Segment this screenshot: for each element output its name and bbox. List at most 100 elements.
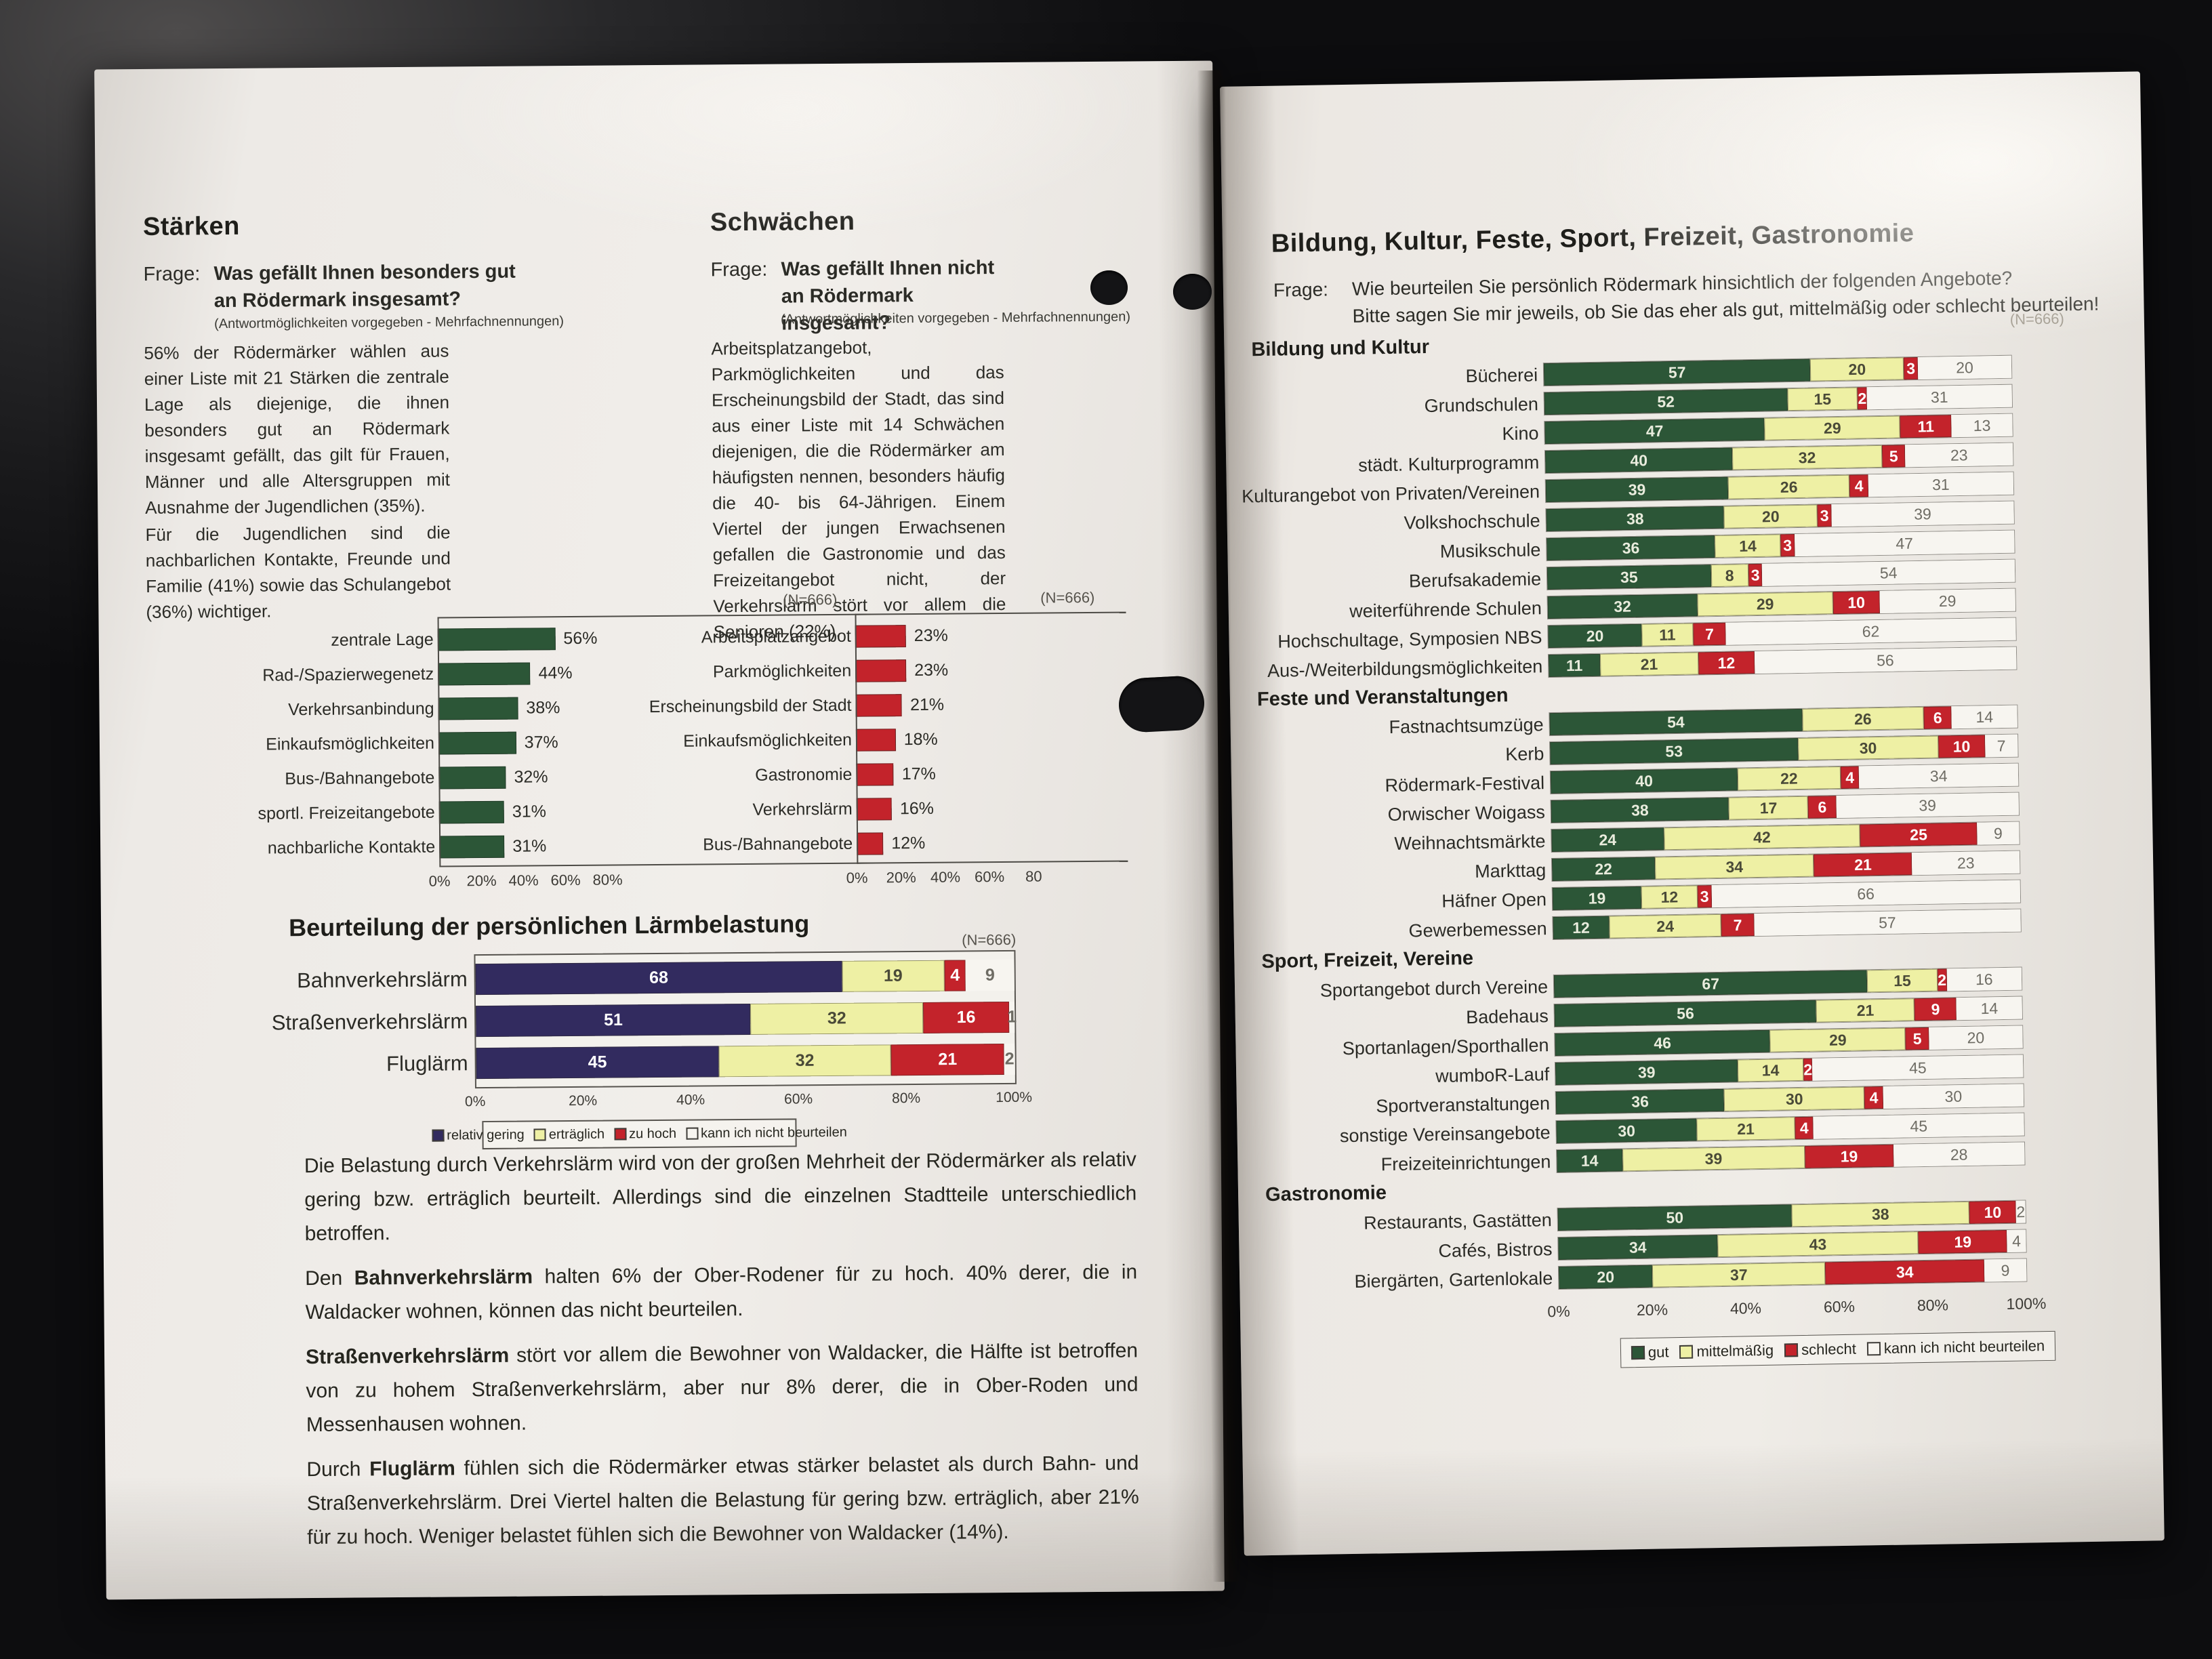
segment-value: 15 <box>1893 971 1912 989</box>
bar-segment: 3 <box>1697 885 1712 908</box>
bar-segment: 37 <box>1652 1262 1826 1288</box>
bar-segment: 23 <box>1905 443 2013 468</box>
segment-value: 15 <box>1814 390 1832 408</box>
bar-segment: 30 <box>1883 1084 2024 1109</box>
segment-value: 2 <box>1858 389 1867 407</box>
segment-value: 23 <box>1950 445 1968 464</box>
bar-segment: 12 <box>1553 916 1610 940</box>
bar-segment: 51 <box>476 1003 751 1038</box>
bar-label: weiterführende Schulen <box>1349 598 1542 621</box>
segment-value: 14 <box>1980 999 1999 1017</box>
segment-value: 38 <box>1626 509 1644 528</box>
bar-label: Aus-/Weiterbildungsmöglichkeiten <box>1267 656 1543 681</box>
segment-value: 2 <box>2016 1202 2026 1221</box>
bar-segment: 11 <box>1641 623 1694 647</box>
bar-segment: 35 <box>1547 565 1711 590</box>
segment-value: 39 <box>1704 1149 1723 1168</box>
bar-segment: 39 <box>1555 1059 1738 1085</box>
segment-value: 5 <box>1912 1029 1922 1048</box>
bar-label: Sportangebot durch Vereine <box>1319 977 1549 1001</box>
segment-value: 36 <box>1631 1092 1650 1111</box>
bar-segment: 4 <box>1849 474 1869 497</box>
bar-segment: 3 <box>1748 563 1763 587</box>
segment-value: 2 <box>1938 970 1947 989</box>
bar-segment: 3 <box>1904 356 1919 380</box>
legend-label: kann ich nicht beurteilen <box>1883 1337 2045 1357</box>
text-segment: Den <box>305 1267 354 1290</box>
segment-value: 6 <box>1933 708 1942 726</box>
segment-value: 39 <box>1913 504 1932 523</box>
segment-value: 51 <box>603 1010 623 1030</box>
segment-value: 22 <box>1780 769 1798 787</box>
segment-value: 12 <box>1660 887 1679 906</box>
segment-value: 39 <box>1628 480 1646 499</box>
axis-tick-label: 80% <box>1917 1296 1949 1315</box>
segment-value: 5 <box>1889 447 1898 465</box>
segment-value: 14 <box>1739 536 1757 555</box>
legend-swatch <box>1679 1345 1694 1359</box>
hole-punch <box>1090 270 1128 305</box>
paragraph: Straßenverkehrslärm stört vor allem die … <box>306 1334 1139 1442</box>
axis-tick-label: 100% <box>2006 1294 2047 1313</box>
segment-value: 20 <box>1955 358 1974 377</box>
bar-segment: 10 <box>1938 735 1986 758</box>
bar-segment: 29 <box>1764 415 1901 441</box>
bar-segment: 4 <box>1795 1116 1814 1140</box>
segment-value: 20 <box>1848 360 1866 378</box>
segment-value: 3 <box>1783 536 1793 554</box>
segment-value: 34 <box>1629 1237 1647 1256</box>
stacked-bar: 51 32 16 1 <box>476 1001 1017 1038</box>
laerm-discussion: Die Belastung durch Verkehrslärm wird vo… <box>304 1143 1140 1555</box>
segment-value: 45 <box>1910 1116 1928 1135</box>
segment-value: 21 <box>1737 1120 1755 1138</box>
segment-value: 31 <box>1931 475 1950 493</box>
bar-segment: 22 <box>1737 766 1841 791</box>
segment-value: 39 <box>1919 796 1937 815</box>
segment-value: 3 <box>1700 887 1709 905</box>
segment-value: 30 <box>1785 1089 1803 1108</box>
segment-value: 20 <box>1967 1028 1985 1046</box>
paragraph: Den Bahnverkehrslärm halten 6% der Ober-… <box>305 1255 1138 1330</box>
segment-value: 9 <box>1993 824 2003 842</box>
text-segment: Durch <box>306 1458 370 1481</box>
bar-label: Rödermark-Festival <box>1385 773 1545 796</box>
segment-value: 56 <box>1876 651 1894 670</box>
bar-segment: 5 <box>1905 1027 1929 1050</box>
segment-value: 11 <box>1565 656 1583 674</box>
segment-value: 22 <box>1595 859 1613 878</box>
bar-segment: 52 <box>1544 388 1788 415</box>
bar-segment: 30 <box>1724 1086 1865 1111</box>
bar-segment: 20 <box>1558 1265 1653 1289</box>
bar-label: Hochschultage, Symposien NBS <box>1277 627 1542 652</box>
bar-segment: 2 <box>1004 1043 1015 1076</box>
segment-value: 47 <box>1645 422 1664 440</box>
bar-segment: 32 <box>718 1044 891 1078</box>
paragraph: Durch Fluglärm fühlen sich die Rödermärk… <box>306 1446 1139 1555</box>
segment-value: 50 <box>1666 1208 1684 1227</box>
segment-value: 29 <box>1823 418 1841 437</box>
segment-value: 7 <box>1704 625 1715 643</box>
segment-value: 32 <box>827 1008 846 1028</box>
segment-value: 45 <box>1908 1058 1927 1077</box>
segment-value: 40 <box>1630 451 1648 470</box>
bar-segment: 15 <box>1867 968 1938 993</box>
bar-label: städt. Kulturprogramm <box>1357 452 1540 476</box>
segment-value: 23 <box>1957 853 1975 872</box>
bar-segment: 46 <box>1555 1029 1771 1056</box>
segment-value: 4 <box>1869 1088 1879 1107</box>
segment-value: 19 <box>1588 888 1606 907</box>
paragraph: Die Belastung durch Verkehrslärm wird vo… <box>304 1143 1137 1251</box>
axis-tick-label: 40% <box>676 1092 705 1108</box>
segment-value: 9 <box>2001 1261 2010 1279</box>
chart-section-header: Feste und Veranstaltungen <box>1256 684 1509 711</box>
segment-value: 17 <box>1759 798 1778 817</box>
bar-segment: 2 <box>1857 387 1868 410</box>
bar-label: Häfner Open <box>1441 889 1547 912</box>
legend-swatch <box>686 1127 699 1140</box>
bar-segment: 34 <box>1825 1259 1985 1285</box>
segment-value: 37 <box>1729 1265 1748 1284</box>
segment-value: 38 <box>1631 800 1649 819</box>
bar-segment: 10 <box>1969 1200 2017 1224</box>
laerm-plot-box: 68 19 4 9 51 32 16 1 45 32 21 2 <box>474 949 1017 1089</box>
